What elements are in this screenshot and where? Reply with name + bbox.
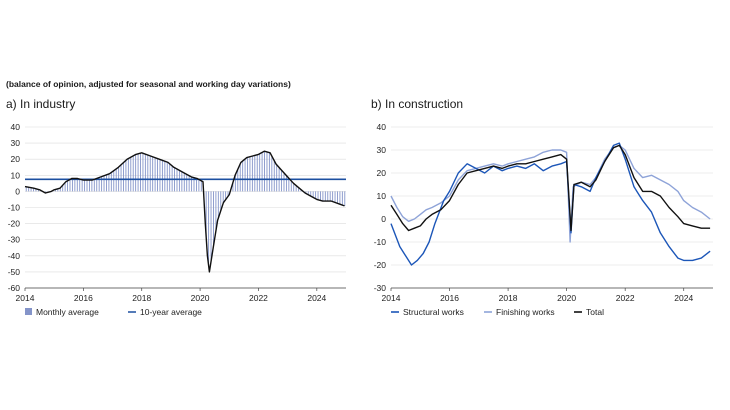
panel-a-title: a) In industry	[6, 97, 76, 111]
y-tick-label: -20	[374, 260, 387, 270]
legend-finishing-works: Finishing works	[484, 307, 555, 317]
y-tick-label: 40	[11, 122, 21, 132]
x-tick-label: 2024	[674, 293, 693, 303]
x-tick-label: 2014	[382, 293, 401, 303]
x-tick-label: 2014	[16, 293, 35, 303]
y-tick-label: -50	[8, 267, 21, 277]
panel-b-title: b) In construction	[371, 97, 464, 111]
y-tick-label: 0	[15, 186, 20, 196]
y-tick-label: -10	[8, 203, 21, 213]
x-tick-label: 2022	[616, 293, 635, 303]
y-tick-label: -60	[8, 283, 21, 293]
legend-ten-year-label: 10-year average	[140, 307, 202, 317]
finishing-works-line	[390, 144, 711, 243]
y-tick-label: -30	[8, 235, 21, 245]
y-tick-label: 40	[377, 122, 387, 132]
y-tick-label: 10	[11, 170, 21, 180]
x-tick-label: 2016	[440, 293, 459, 303]
x-tick-label: 2022	[249, 293, 268, 303]
y-tick-label: 10	[377, 191, 387, 201]
legend-monthly-swatch	[25, 308, 32, 315]
y-tick-label: 0	[381, 214, 386, 224]
structural-works-line	[390, 142, 711, 266]
legend-total-label: Total	[586, 307, 604, 317]
y-tick-label: -10	[374, 237, 387, 247]
legend-monthly-average: Monthly average	[25, 307, 99, 317]
legend-structural-works: Structural works	[391, 307, 464, 317]
legend-monthly-label: Monthly average	[36, 307, 99, 317]
y-tick-label: -30	[374, 283, 387, 293]
y-tick-label: 30	[377, 145, 387, 155]
y-tick-label: 30	[11, 138, 21, 148]
x-tick-label: 2018	[499, 293, 518, 303]
construction-panel: 40 30 20 10 0 -10 -20 -30 2014 2016 2018 2020 2022 2…	[374, 122, 713, 317]
total-line	[390, 144, 711, 232]
x-tick-label: 2018	[132, 293, 151, 303]
y-tick-label: -20	[8, 219, 21, 229]
legend-finishing-label: Finishing works	[496, 307, 555, 317]
x-tick-label: 2020	[557, 293, 576, 303]
y-tick-label: 20	[11, 154, 21, 164]
y-tick-label: 20	[377, 168, 387, 178]
x-tick-label: 2020	[191, 293, 210, 303]
monthly-average-line	[24, 150, 345, 273]
y-tick-label: -40	[8, 251, 21, 261]
x-tick-label: 2024	[307, 293, 326, 303]
industry-panel: 40 30 20 10 0 -10 -20 -30 -40 -50 -60 2014 2016 2018…	[8, 122, 346, 317]
legend-total: Total	[574, 307, 604, 317]
legend-structural-label: Structural works	[403, 307, 464, 317]
x-tick-label: 2016	[74, 293, 93, 303]
chart-subtitle: (balance of opinion, adjusted for season…	[6, 79, 291, 89]
legend-ten-year-average: 10-year average	[128, 307, 202, 317]
